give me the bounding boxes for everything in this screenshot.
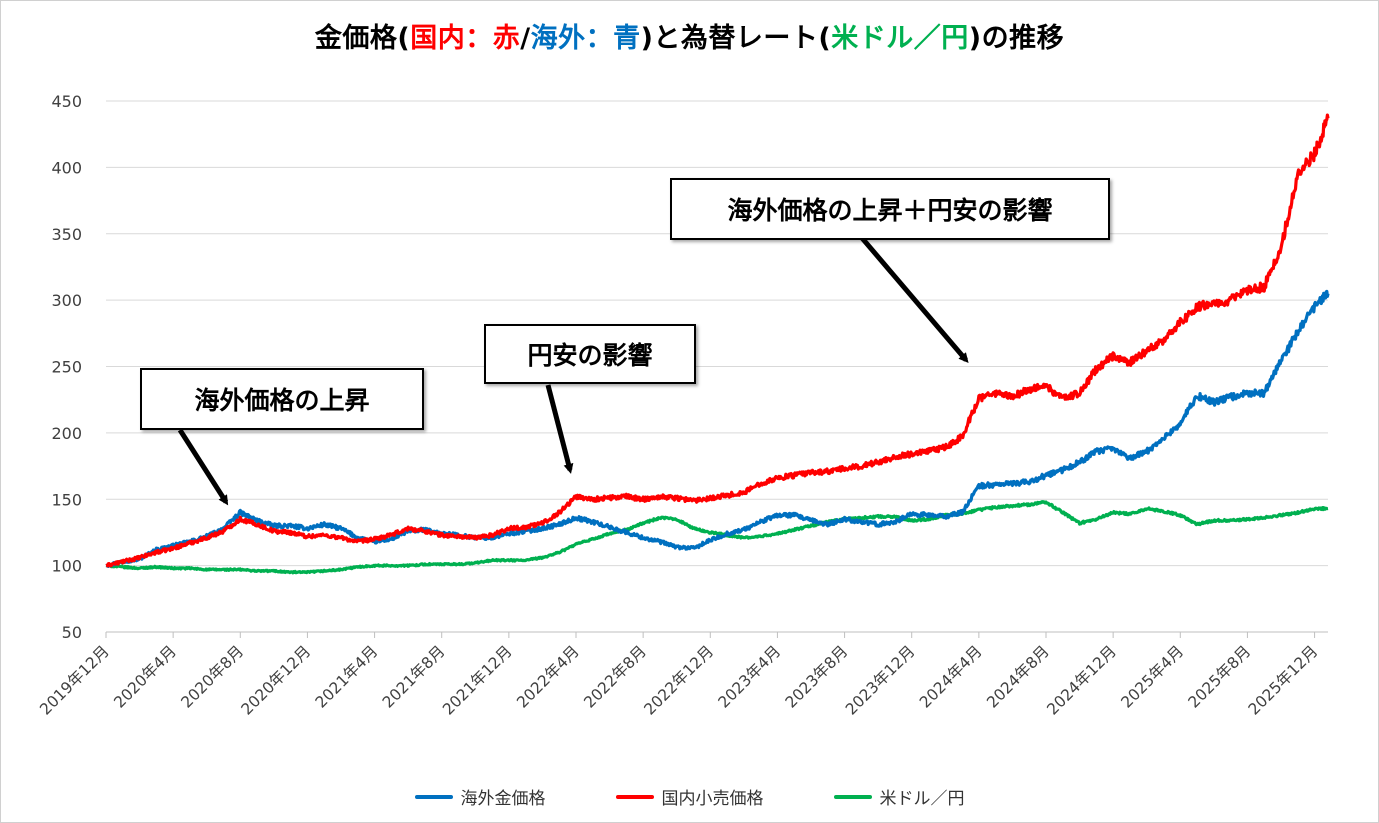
legend: 海外金価格 国内小売価格 米ドル／円 (0, 784, 1379, 809)
y-tick-label: 300 (51, 291, 82, 310)
x-tick-label: 2020年4月 (110, 642, 180, 712)
title-part: 金価格( (314, 23, 411, 54)
x-tick-label: 2020年8月 (178, 642, 248, 712)
x-tick-label: 2024年12月 (1043, 642, 1119, 718)
y-tick-label: 150 (51, 490, 82, 509)
arrow-overseas-rise (177, 428, 229, 506)
title-part: )の推移 (968, 23, 1065, 54)
series-line (105, 289, 1330, 568)
x-tick-label: 2025年4月 (1118, 642, 1188, 712)
x-tick-label: 2023年8月 (782, 642, 852, 712)
title-part: / (520, 23, 531, 54)
legend-swatch (615, 794, 654, 799)
series-line (105, 113, 1330, 568)
x-tick-label: 2024年4月 (916, 642, 986, 712)
legend-item: 国内小売価格 (615, 784, 764, 809)
x-tick-label: 2025年12月 (1245, 642, 1321, 718)
callout-arrows (177, 236, 969, 506)
legend-label: 海外金価格 (460, 789, 546, 809)
x-tick-label: 2023年12月 (842, 642, 918, 718)
arrow-yen-weak (545, 384, 574, 474)
x-tick-label: 2024年8月 (983, 642, 1053, 712)
legend-item: 海外金価格 (414, 784, 546, 809)
callout-both: 海外価格の上昇＋円安の影響 (670, 178, 1110, 240)
y-tick-label: 450 (51, 92, 82, 111)
title-part: 国内：赤 (410, 23, 521, 54)
y-tick-label: 400 (51, 158, 82, 177)
x-tick-label: 2022年8月 (580, 642, 650, 712)
x-tick-label: 2021年4月 (312, 642, 382, 712)
series-lines (105, 113, 1330, 575)
chart-title: 金価格(国内：赤/海外：青)と為替レート(米ドル／円)の推移 (0, 16, 1379, 55)
legend-label: 米ドル／円 (879, 789, 965, 809)
x-tick-label: 2022年4月 (513, 642, 583, 712)
callout-yen-weak: 円安の影響 (484, 324, 696, 384)
y-tick-label: 200 (51, 424, 82, 443)
x-tick-label: 2025年8月 (1185, 642, 1255, 712)
legend-item: 米ドル／円 (833, 784, 965, 809)
legend-swatch (414, 794, 453, 799)
y-tick-label: 100 (51, 557, 82, 576)
x-tick-label: 2019年12月 (36, 642, 112, 718)
y-tick-label: 350 (51, 225, 82, 244)
y-tick-label: 50 (62, 623, 82, 642)
x-tick-label: 2021年12月 (439, 642, 515, 718)
x-tick-label: 2020年12月 (238, 642, 314, 718)
title-part: 海外：青 (530, 23, 641, 54)
legend-swatch (833, 794, 872, 799)
title-part: 米ドル／円 (831, 23, 969, 54)
y-tick-label: 250 (51, 358, 82, 377)
arrow-both (860, 236, 969, 364)
legend-label: 国内小売価格 (661, 789, 764, 809)
x-tick-label: 2021年8月 (379, 642, 449, 712)
callout-overseas-rise: 海外価格の上昇 (140, 368, 424, 430)
series-line (105, 500, 1329, 575)
grid-lines (106, 100, 1328, 567)
title-part: )と為替レート( (640, 23, 832, 54)
x-tick-label: 2022年12月 (641, 642, 717, 718)
x-tick-label: 2023年4月 (715, 642, 785, 712)
